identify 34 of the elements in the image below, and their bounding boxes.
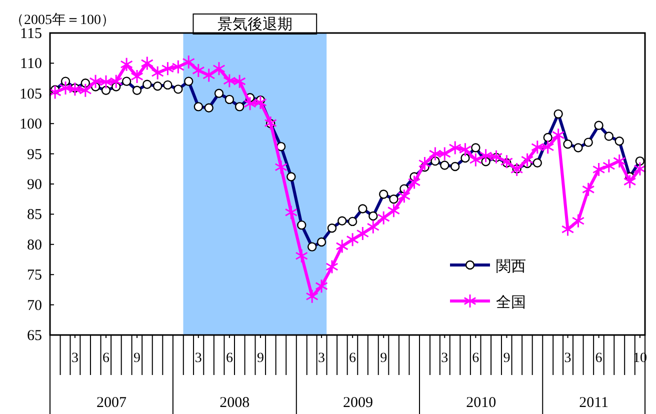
x-tick-label: 3 xyxy=(71,351,78,366)
legend-label: 関西 xyxy=(496,259,526,275)
x-tick-label: 3 xyxy=(441,351,448,366)
y-tick-label: 90 xyxy=(27,177,42,193)
x-tick-label: 9 xyxy=(380,351,388,366)
x-tick-label: 6 xyxy=(349,351,356,366)
x-tick-label: 6 xyxy=(595,351,602,366)
band-label: 景気後退期 xyxy=(217,16,292,33)
y-tick-label: 115 xyxy=(20,26,42,42)
y-tick-label: 100 xyxy=(20,116,42,133)
y-tick-label: 110 xyxy=(20,56,42,72)
y-tick-label: 105 xyxy=(20,86,42,102)
y-tick-label: 85 xyxy=(27,207,42,224)
y-tick-label: 80 xyxy=(27,237,42,254)
y-tick-label: 95 xyxy=(27,146,42,163)
text: 2007 xyxy=(96,395,127,411)
x-tick-label: 6 xyxy=(102,351,110,366)
x-tick-label: 3 xyxy=(194,351,202,366)
x-tick-label: 3 xyxy=(564,351,572,366)
legend-label: 全国 xyxy=(496,294,526,311)
text: 2011 xyxy=(579,395,609,411)
x-tick-label: 9 xyxy=(134,351,141,366)
y-tick-label: 70 xyxy=(27,298,42,314)
x-tick-label: 3 xyxy=(318,351,326,366)
text: 2008 xyxy=(220,395,250,411)
y-axis-title: （2005年＝100） xyxy=(10,12,115,28)
y-tick-label: 75 xyxy=(27,268,42,284)
x-tick-label: 6 xyxy=(472,351,480,366)
y-tick-label: 65 xyxy=(27,328,42,344)
x-tick-label: 9 xyxy=(503,351,510,366)
x-tick-label: 9 xyxy=(256,351,264,366)
x-tick-label: 6 xyxy=(226,351,233,366)
text: 2009 xyxy=(342,395,373,411)
text: 2010 xyxy=(466,395,496,411)
